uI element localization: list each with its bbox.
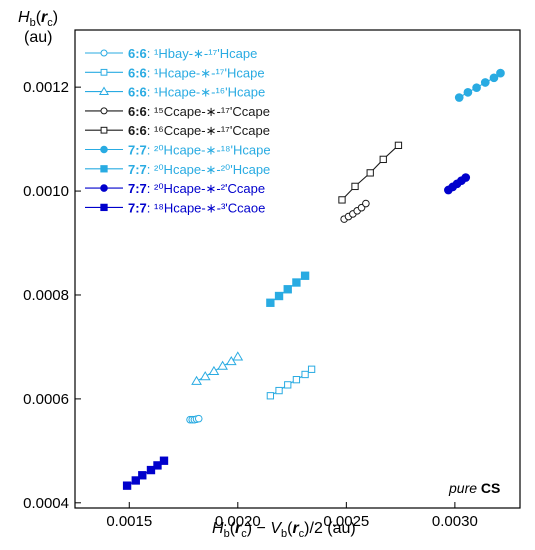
data-point [480,78,490,87]
legend-entry-label: 6:6: ¹Hcape-∗-¹⁶'Hcape [128,85,265,100]
data-point [362,199,370,208]
data-point [283,285,292,294]
data-point [379,155,387,164]
data-point [138,471,147,480]
legend-marker [100,184,108,192]
data-point [489,73,499,83]
data-point [394,141,403,149]
legend-marker [99,86,109,95]
plot-area-frame [74,29,521,509]
data-point [351,182,359,191]
legend-marker [100,145,108,154]
data-point [153,461,162,470]
data-point [194,414,203,423]
data-point [307,365,316,373]
data-point [301,370,309,379]
data-point [461,173,471,182]
x-tick-label: 0.0030 [432,513,478,530]
data-point [366,169,374,177]
pure-cs-annotation: pure CS [448,480,500,496]
data-point [284,381,292,389]
legend-entry-label: 6:6: ¹⁵Ccape-∗-¹⁷'Ccape [128,104,270,119]
data-point [274,291,284,301]
data-point [300,271,310,280]
x-tick-label: 0.0025 [323,513,369,530]
legend-entry-label: 7:7: ¹⁸Hcape-∗-³'Ccaoe [128,200,265,215]
data-point [217,360,228,370]
legend-marker [100,165,108,173]
data-point [232,351,244,361]
legend-entry-label: 6:6: ¹Hbay-∗-¹⁷'Hcape [128,46,257,61]
legend-marker [100,203,108,212]
data-point [266,392,275,400]
y-tick-label: 0.0004 [23,495,69,512]
x-tick-label: 0.0015 [106,513,152,530]
axis-ticks: 0.0015 0.0020 0.0025 0.0030 0.0004 0.0006 0.00… [23,79,478,530]
legend-marker [100,68,108,76]
y-tick-label: 0.0012 [23,79,69,96]
legend-entry-label: 7:7: ²⁰Hcape-∗-²⁰'Hcape [128,162,270,177]
data-point [472,83,481,93]
data-point [225,355,237,366]
data-point [199,371,211,381]
data-point [159,456,169,465]
data-point [292,376,301,384]
data-point [292,278,301,287]
legend-entry-label: 7:7: ²⁰Hcape-∗-¹⁸'Hcape [128,143,271,158]
data-point [122,481,132,490]
legend-entry-label: 6:6: ¹Hcape-∗-¹⁷'Hcape [128,65,265,80]
data-point [191,375,202,385]
data-point [338,196,346,204]
plot-frame [74,29,521,509]
legend-marker [100,126,108,134]
data-point [454,93,464,102]
data-point [496,68,505,78]
legend: 6:6: ¹Hbay-∗-¹⁷'Hcape 6:6: ¹Hcape-∗-¹⁷'Hc… [85,46,271,215]
y-axis-label: Hb(rc) [18,9,58,29]
y-tick-label: 0.0006 [23,391,69,408]
series-markers [122,68,505,490]
y-tick-label: 0.0008 [23,287,69,304]
legend-entry-label: 6:6: ¹⁶Ccape-∗-¹⁷'Ccape [128,123,270,138]
y-tick-label: 0.0010 [23,183,69,200]
data-point [266,298,275,307]
legend-marker [100,107,108,115]
data-point [275,386,283,395]
legend-marker [100,49,108,57]
data-point [146,465,156,475]
y-axis-unit: (au) [24,29,52,46]
x-axis-label: Hb(rc) − Vb(rc)/2 (au) [212,520,356,540]
legend-entry-label: 7:7: ²⁰Hcape-∗-²'Ccape [128,181,265,196]
data-point [131,476,140,485]
x-tick-label: 0.0020 [215,513,261,530]
data-point [463,87,473,97]
data-point [208,365,220,376]
